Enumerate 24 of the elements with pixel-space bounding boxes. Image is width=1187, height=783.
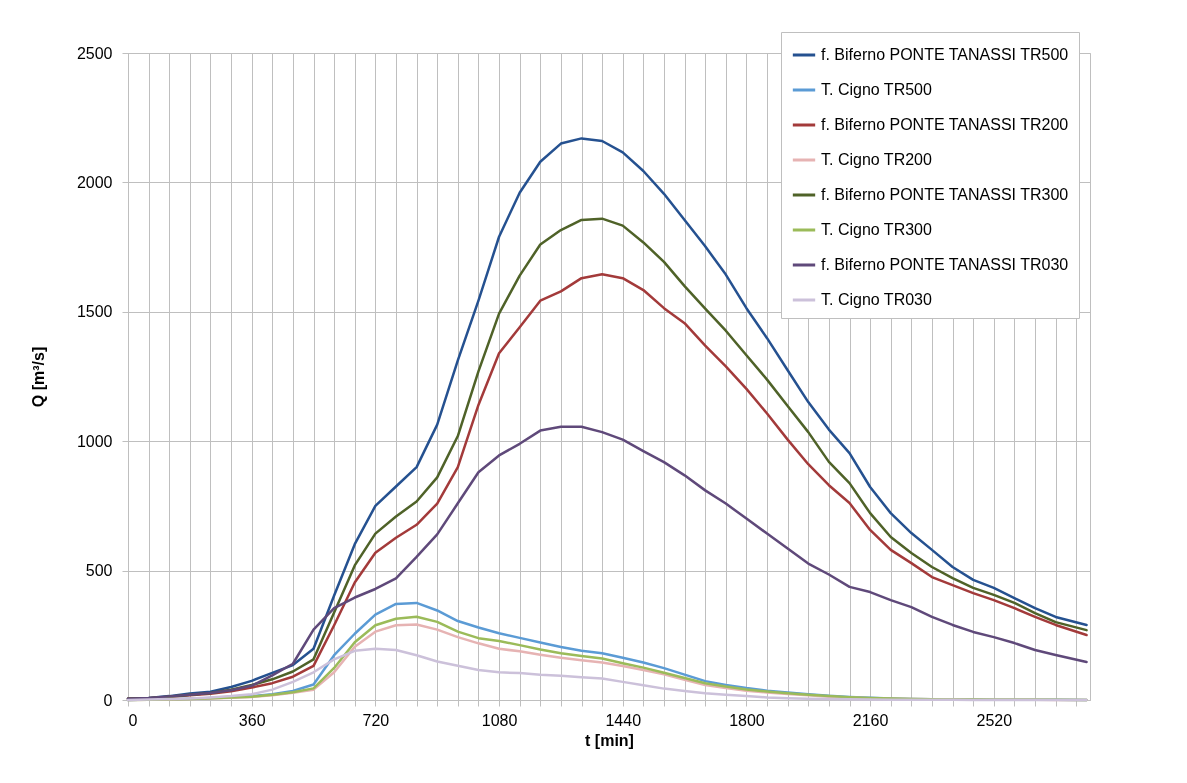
legend-label: f. Biferno PONTE TANASSI TR300 [821, 186, 1069, 203]
x-tick-label: 2160 [852, 711, 889, 729]
x-tick-label: 720 [362, 711, 390, 729]
x-tick-label: 0 [128, 711, 138, 729]
y-tick-label: 2500 [76, 44, 113, 62]
legend-label: T. Cigno TR200 [821, 151, 932, 168]
y-tick-label: 1000 [76, 432, 113, 450]
legend-label: f. Biferno PONTE TANASSI TR200 [821, 116, 1069, 133]
x-tick-label: 360 [238, 711, 266, 729]
legend-label: T. Cigno TR300 [821, 221, 932, 238]
x-tick-label: 1080 [481, 711, 518, 729]
legend-label: f. Biferno PONTE TANASSI TR500 [821, 46, 1069, 63]
x-tick-label: 1800 [729, 711, 765, 729]
legend-label: f. Biferno PONTE TANASSI TR030 [821, 256, 1069, 273]
y-tick-label: 0 [103, 691, 113, 709]
x-axis-title: t [min] [585, 731, 634, 749]
x-tick-label: 1440 [605, 711, 642, 729]
legend-label: T. Cigno TR030 [821, 291, 932, 308]
y-axis-title: Q [m³/s] [29, 346, 47, 408]
y-tick-label: 2000 [76, 173, 113, 191]
legend-label: T. Cigno TR500 [821, 81, 932, 98]
y-tick-label: 500 [85, 562, 113, 580]
y-tick-label: 1500 [76, 303, 113, 321]
x-tick-label: 2520 [976, 711, 1013, 729]
